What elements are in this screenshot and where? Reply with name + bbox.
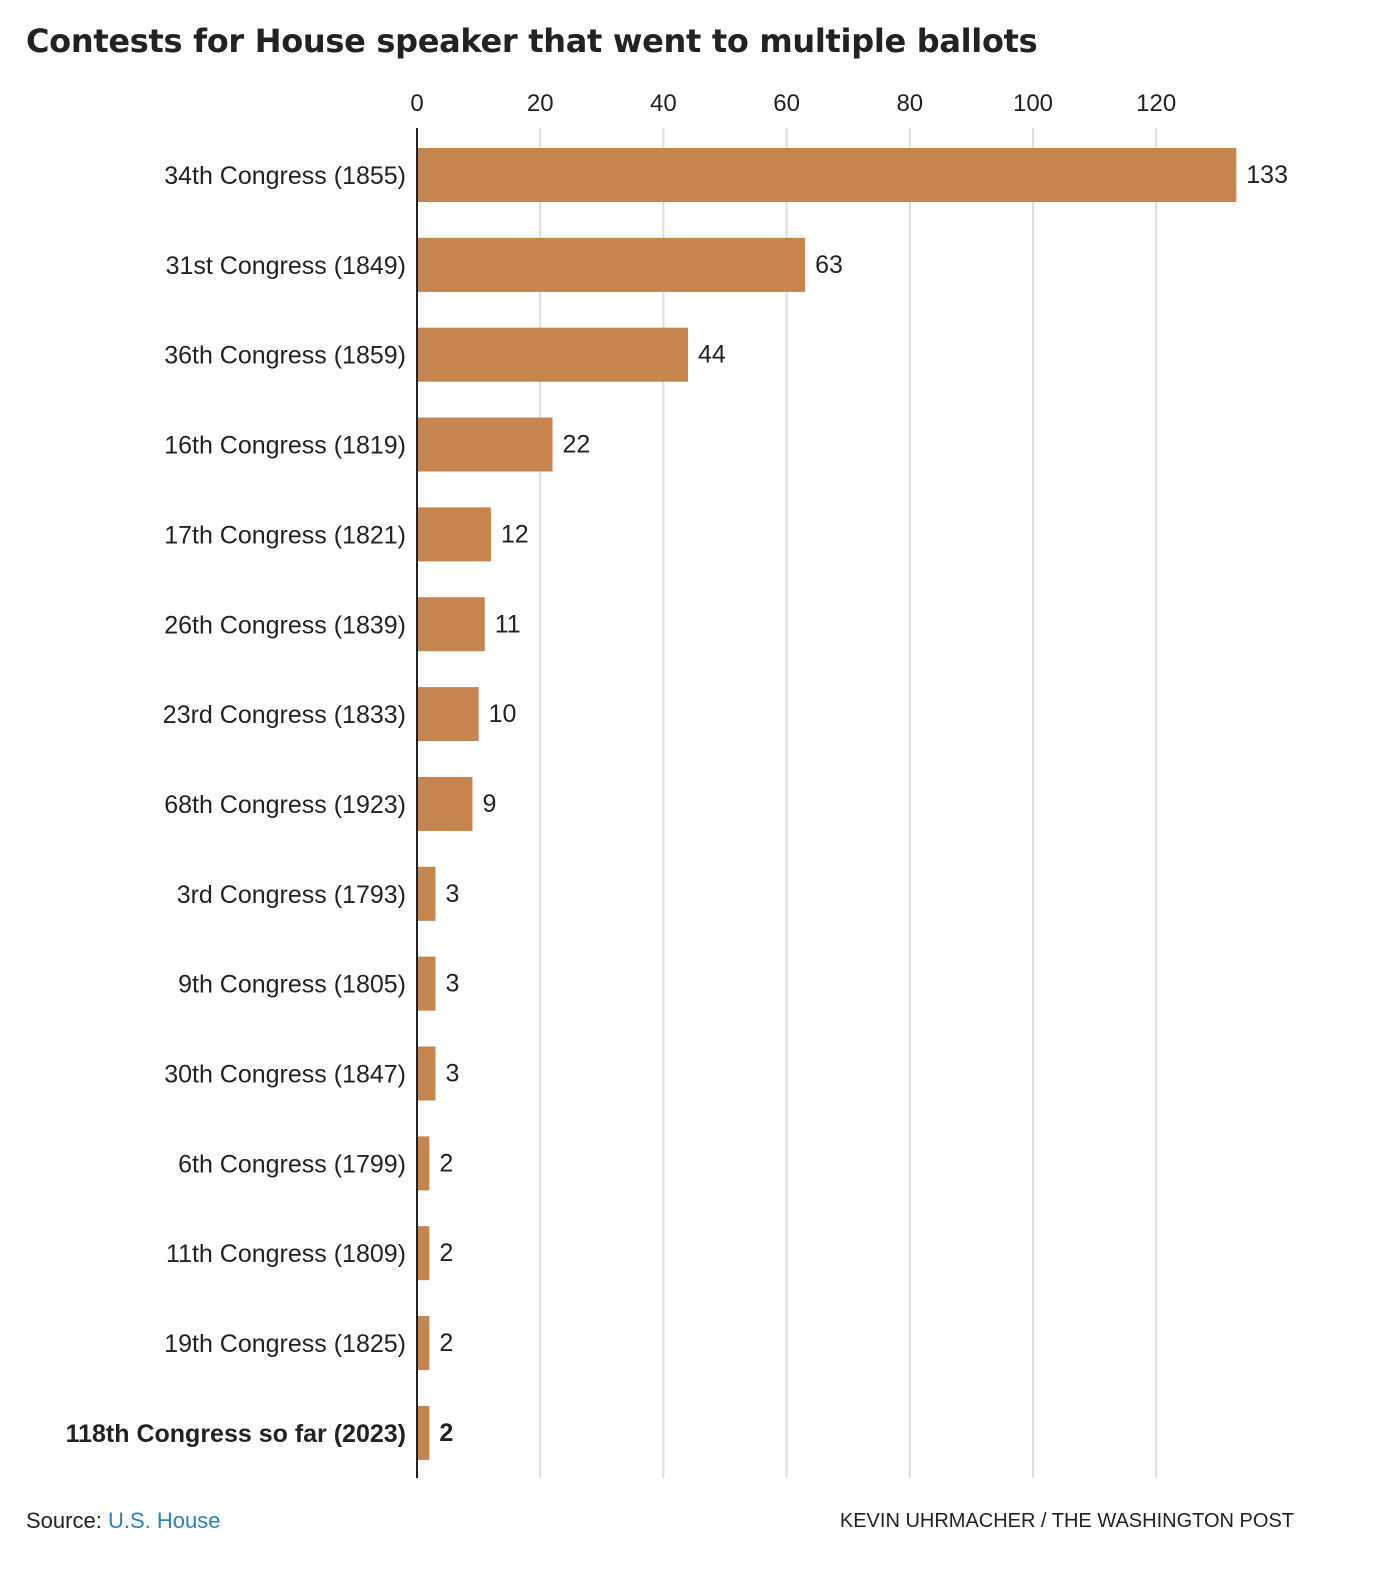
value-label: 63 [815,251,843,279]
value-label: 44 [698,341,726,369]
value-label: 9 [482,790,496,818]
chart-title: Contests for House speaker that went to … [26,22,1038,60]
value-label: 3 [445,880,459,908]
value-label: 3 [445,970,459,998]
value-label: 2 [439,1329,453,1357]
bar [417,327,689,382]
category-label: 3rd Congress (1793) [177,881,406,909]
bar [417,597,485,652]
category-label: 23rd Congress (1833) [163,701,406,729]
x-tick-label: 80 [896,90,923,117]
value-label: 12 [501,520,529,548]
bar [417,1316,430,1371]
category-label: 19th Congress (1825) [164,1330,406,1358]
category-label: 36th Congress (1859) [164,342,406,370]
category-label: 30th Congress (1847) [164,1061,406,1089]
x-tick-label: 0 [410,90,423,117]
category-labels: 34th Congress (1855) 31st Congress (1849)… [66,162,406,1448]
value-label: 133 [1246,161,1288,189]
value-label: 10 [489,700,517,728]
category-label: 17th Congress (1821) [164,521,406,549]
category-label: 118th Congress so far (2023) [66,1420,406,1448]
category-label: 26th Congress (1839) [164,611,406,639]
bar [417,417,553,472]
source-link[interactable]: U.S. House [107,1508,221,1533]
bar [417,507,491,562]
bar [417,866,436,921]
x-tick-label: 100 [1013,90,1053,117]
bar [417,148,1237,202]
value-label: 22 [563,431,591,459]
x-tick-label: 40 [650,90,677,117]
bar [417,956,436,1011]
bar [417,1136,430,1191]
x-axis-ticks: 0 20 40 60 80 100 120 [410,90,1176,117]
source-note: Source: U.S. House [26,1508,220,1534]
value-label: 2 [439,1149,453,1177]
category-label: 11th Congress (1809) [166,1240,406,1268]
bar [417,1226,430,1281]
x-tick-label: 60 [773,90,800,117]
bar [417,237,806,292]
bar [417,1046,436,1101]
value-label: 2 [439,1419,453,1447]
category-label: 31st Congress (1849) [166,252,406,280]
category-label: 6th Congress (1799) [178,1150,406,1178]
value-label: 11 [495,610,521,638]
x-tick-label: 120 [1136,90,1176,117]
bar [417,776,473,831]
bars [417,148,1237,1460]
bar [417,687,479,742]
value-label: 2 [439,1239,453,1267]
bar [417,1405,430,1460]
source-label: Source: [26,1508,102,1533]
credit-line: KEVIN UHRMACHER / THE WASHINGTON POST [839,1510,1294,1532]
category-label: 34th Congress (1855) [164,162,406,190]
category-label: 68th Congress (1923) [164,791,406,819]
category-label: 16th Congress (1819) [164,432,406,460]
value-label: 3 [445,1060,459,1088]
category-label: 9th Congress (1805) [178,971,406,999]
x-tick-label: 20 [527,90,554,117]
